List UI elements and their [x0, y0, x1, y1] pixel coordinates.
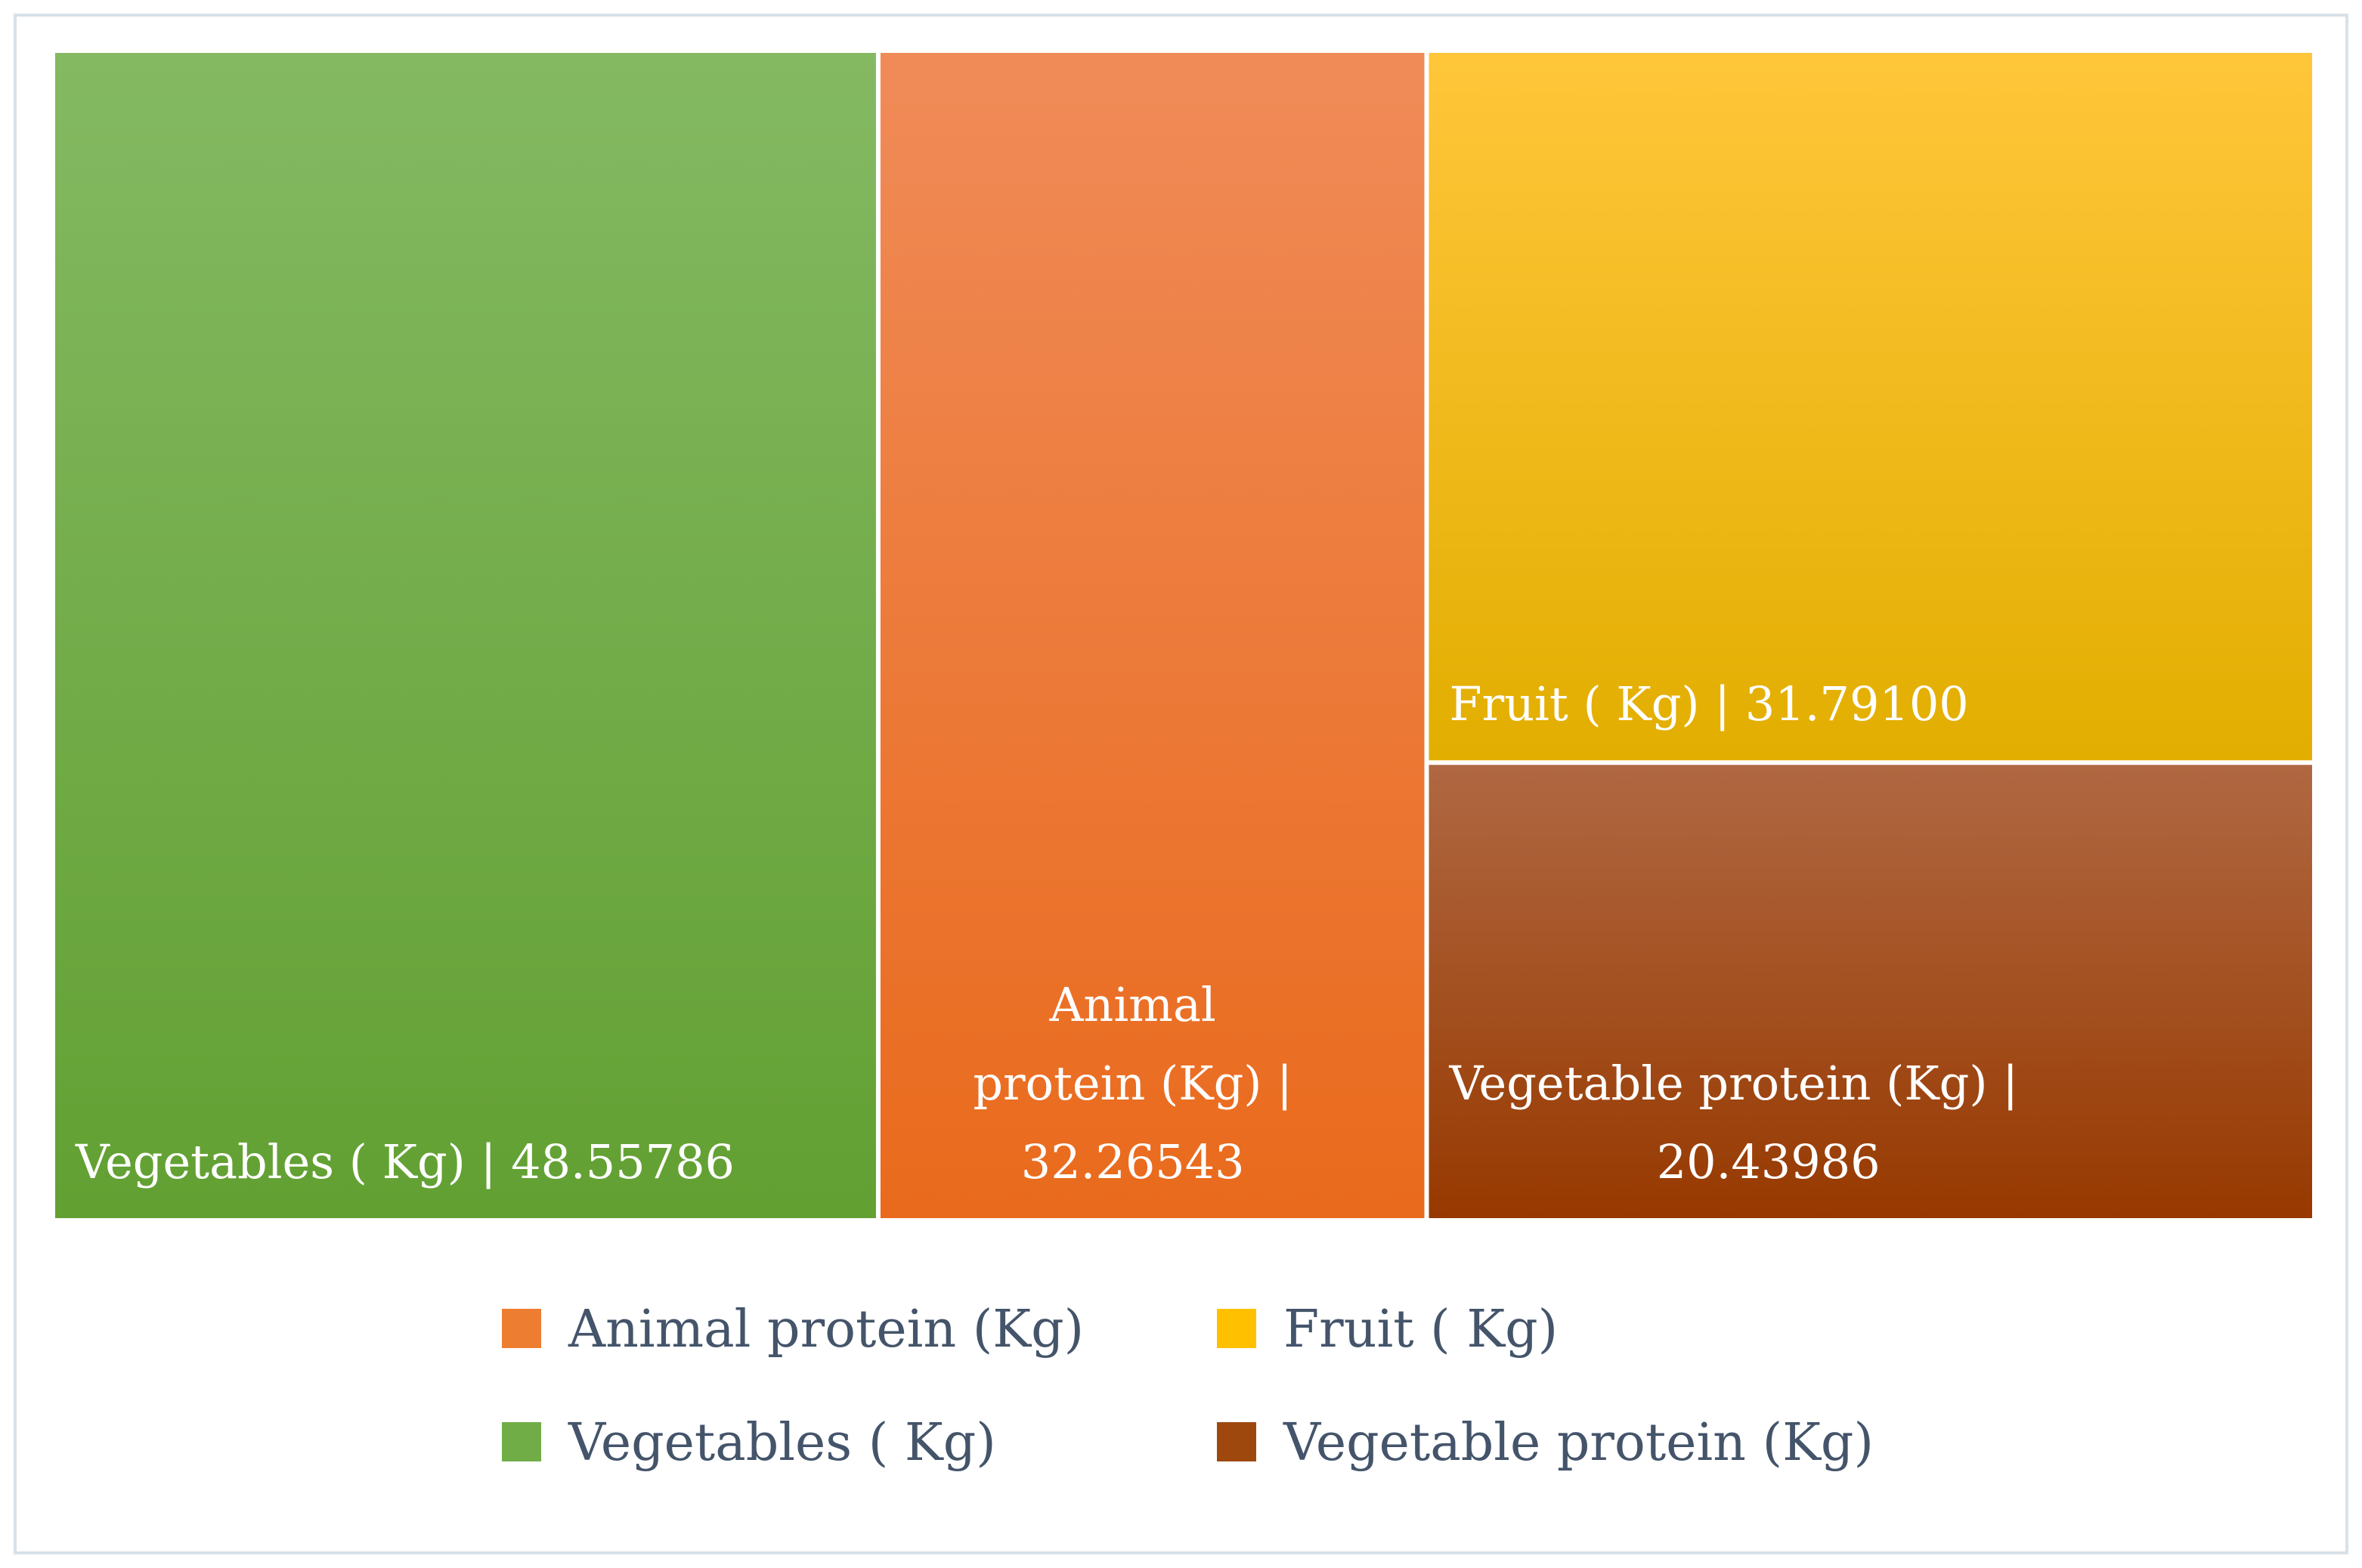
tile-label-vegetables: Vegetables ( Kg) | 48.55786 — [75, 1134, 735, 1189]
tile-vegetable-protein[interactable] — [1429, 765, 2312, 1218]
legend-vegetable-protein-swatch — [1217, 1422, 1256, 1461]
legend-animal-protein-label: Animal protein (Kg) — [568, 1300, 1084, 1359]
treemap-tiles — [55, 53, 2312, 1218]
legend-vegetable-protein-label: Vegetable protein (Kg) — [1283, 1413, 1874, 1473]
tile-label-vegetable-protein-value: 20.43986 — [1657, 1134, 1881, 1189]
legend-vegetables-swatch — [502, 1422, 541, 1461]
legend-fruit-label: Fruit ( Kg) — [1283, 1300, 1558, 1359]
legend-fruit-swatch — [1217, 1309, 1256, 1348]
tile-animal-protein[interactable] — [880, 53, 1425, 1218]
tile-label-animal-protein-line2: protein (Kg) | — [973, 1056, 1292, 1111]
tile-vegetables[interactable] — [55, 53, 876, 1218]
tile-label-animal-protein-line1: Animal — [1049, 977, 1216, 1032]
tile-label-vegetable-protein-line1: Vegetable protein (Kg) | — [1448, 1056, 2018, 1111]
legend-vegetables-label: Vegetables ( Kg) — [568, 1413, 996, 1473]
legend: Animal protein (Kg) Fruit ( Kg) Vegetables… — [502, 1300, 1874, 1473]
legend-animal-protein-swatch — [502, 1309, 541, 1348]
tile-label-fruit: Fruit ( Kg) | 31.79100 — [1449, 676, 1968, 731]
tile-label-animal-protein-value: 32.26543 — [1021, 1134, 1245, 1189]
treemap-labels: Vegetables ( Kg) | 48.55786 Animal protein… — [75, 676, 2018, 1189]
tile-fruit[interactable] — [1429, 53, 2312, 761]
